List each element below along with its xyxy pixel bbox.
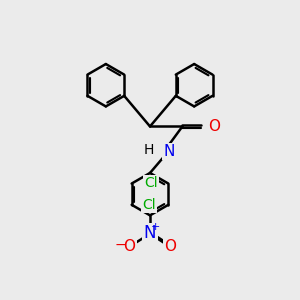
Text: H: H — [143, 143, 154, 157]
Text: O: O — [165, 239, 177, 254]
Text: N: N — [144, 224, 156, 242]
Text: +: + — [151, 222, 160, 232]
Text: O: O — [123, 239, 135, 254]
Text: −: − — [115, 238, 126, 252]
Text: Cl: Cl — [142, 198, 156, 212]
Text: N: N — [163, 144, 175, 159]
Text: O: O — [208, 119, 220, 134]
Text: Cl: Cl — [144, 176, 158, 190]
